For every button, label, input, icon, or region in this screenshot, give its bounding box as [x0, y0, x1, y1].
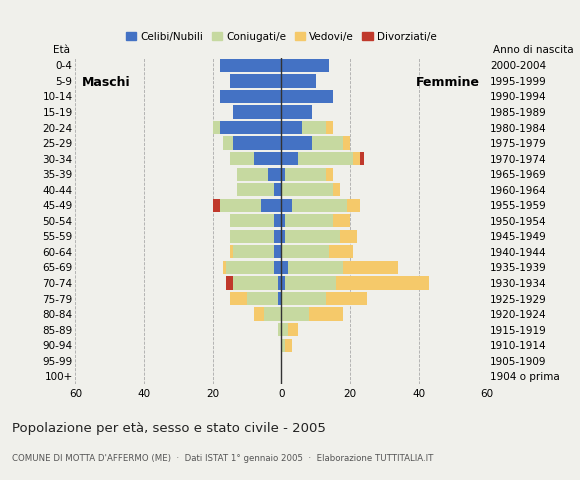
Legend: Celibi/Nubili, Coniugati/e, Vedovi/e, Divorziati/e: Celibi/Nubili, Coniugati/e, Vedovi/e, Di…	[122, 27, 441, 46]
Bar	[326, 292, 367, 305]
Bar	[343, 136, 350, 150]
Bar	[285, 338, 292, 352]
Bar	[260, 199, 281, 212]
Bar	[274, 183, 281, 196]
Bar	[230, 230, 274, 243]
Bar	[292, 199, 346, 212]
Bar	[237, 168, 267, 181]
Bar	[353, 152, 360, 165]
Bar	[281, 74, 316, 87]
Bar	[267, 168, 281, 181]
Bar	[237, 183, 274, 196]
Bar	[281, 106, 312, 119]
Bar	[288, 261, 343, 274]
Text: Popolazione per età, sesso e stato civile - 2005: Popolazione per età, sesso e stato civil…	[12, 422, 325, 435]
Bar	[333, 183, 340, 196]
Bar	[233, 276, 278, 289]
Bar	[226, 276, 233, 289]
Bar	[278, 323, 281, 336]
Bar	[281, 245, 329, 259]
Bar	[219, 90, 281, 103]
Bar	[233, 136, 281, 150]
Bar	[281, 230, 285, 243]
Bar	[281, 121, 302, 134]
Bar	[281, 152, 299, 165]
Bar	[230, 214, 274, 228]
Bar	[281, 323, 288, 336]
Bar	[219, 199, 260, 212]
Bar	[281, 276, 285, 289]
Bar	[230, 152, 254, 165]
Bar	[247, 292, 278, 305]
Bar	[285, 214, 333, 228]
Bar	[254, 152, 281, 165]
Bar	[278, 276, 281, 289]
Bar	[360, 152, 364, 165]
Bar	[230, 74, 281, 87]
Text: Maschi: Maschi	[82, 76, 131, 89]
Bar	[233, 106, 281, 119]
Bar	[281, 338, 285, 352]
Bar	[281, 183, 333, 196]
Bar	[274, 230, 281, 243]
Bar	[274, 261, 281, 274]
Bar	[274, 214, 281, 228]
Bar	[326, 168, 333, 181]
Text: Femmine: Femmine	[416, 76, 480, 89]
Bar	[226, 261, 274, 274]
Bar	[336, 276, 429, 289]
Bar	[230, 245, 233, 259]
Bar	[302, 121, 326, 134]
Bar	[254, 308, 264, 321]
Bar	[281, 168, 285, 181]
Bar	[281, 59, 329, 72]
Bar	[285, 276, 336, 289]
Bar	[213, 121, 219, 134]
Bar	[346, 199, 360, 212]
Bar	[326, 121, 333, 134]
Bar	[343, 261, 398, 274]
Bar	[281, 261, 288, 274]
Bar	[281, 90, 333, 103]
Bar	[223, 261, 226, 274]
Bar	[281, 292, 326, 305]
Bar	[264, 308, 281, 321]
Bar	[233, 245, 274, 259]
Bar	[230, 292, 247, 305]
Bar	[213, 199, 219, 212]
Text: Anno di nascita: Anno di nascita	[493, 45, 574, 55]
Bar	[299, 152, 353, 165]
Bar	[309, 308, 343, 321]
Text: Età: Età	[53, 45, 70, 55]
Bar	[333, 214, 350, 228]
Bar	[288, 323, 299, 336]
Bar	[281, 136, 312, 150]
Bar	[340, 230, 357, 243]
Bar	[281, 214, 285, 228]
Bar	[281, 308, 309, 321]
Text: COMUNE DI MOTTA D'AFFERMO (ME)  ·  Dati ISTAT 1° gennaio 2005  ·  Elaborazione T: COMUNE DI MOTTA D'AFFERMO (ME) · Dati IS…	[12, 454, 433, 463]
Bar	[223, 136, 233, 150]
Bar	[285, 230, 340, 243]
Bar	[329, 245, 353, 259]
Bar	[281, 199, 292, 212]
Bar	[219, 59, 281, 72]
Bar	[312, 136, 343, 150]
Bar	[278, 292, 281, 305]
Bar	[219, 121, 281, 134]
Bar	[274, 245, 281, 259]
Bar	[285, 168, 326, 181]
